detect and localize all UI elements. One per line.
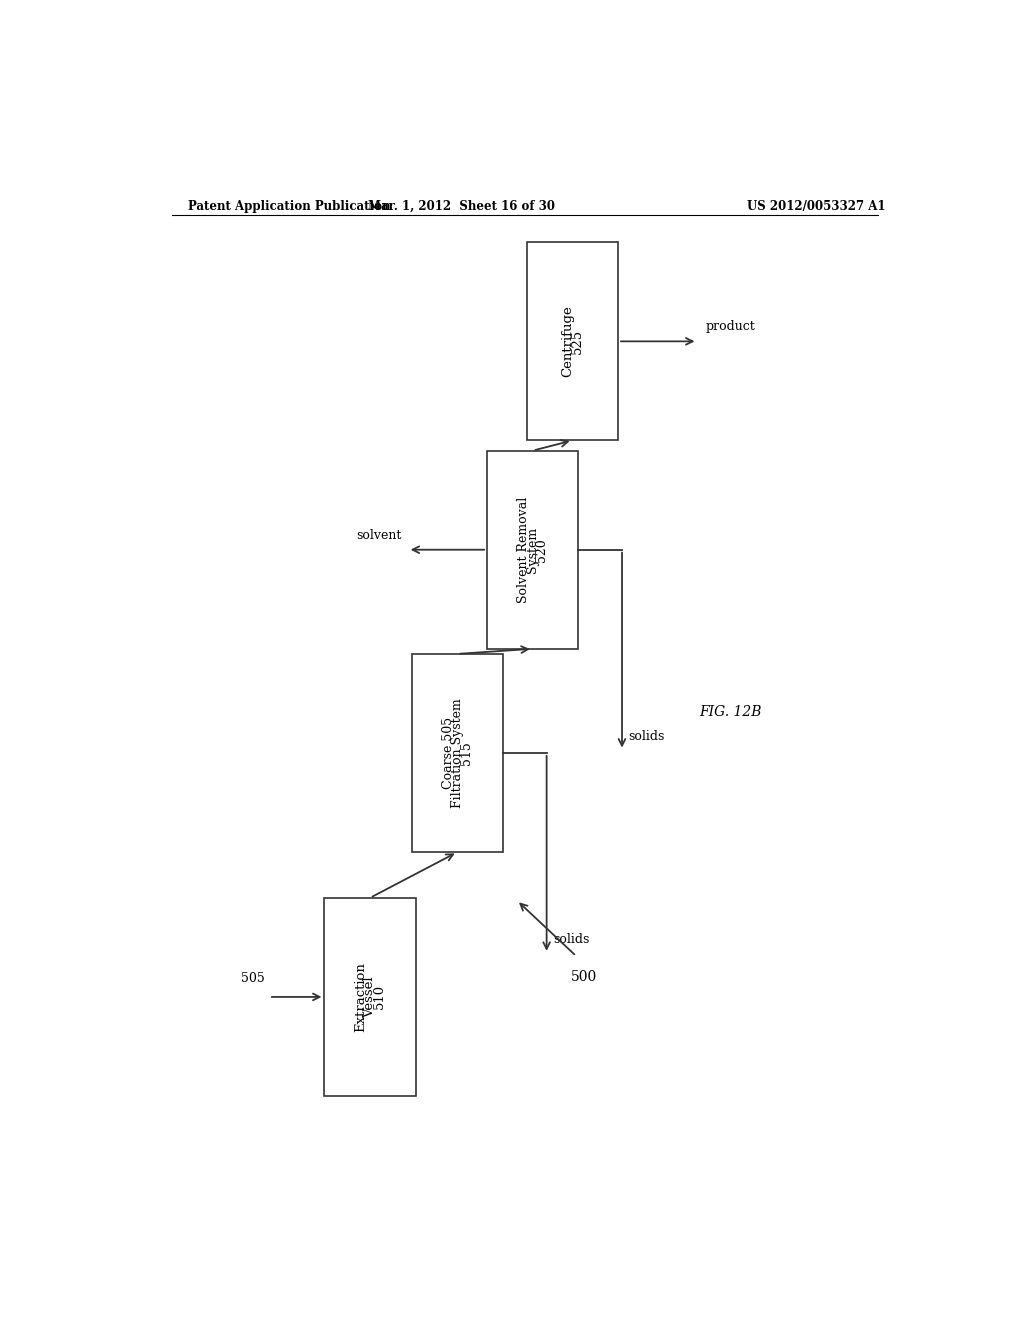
Text: Extraction: Extraction bbox=[354, 962, 367, 1032]
Text: Patent Application Publication: Patent Application Publication bbox=[187, 201, 390, 213]
Text: product: product bbox=[706, 321, 755, 333]
Text: 520: 520 bbox=[536, 537, 549, 561]
Text: 500: 500 bbox=[571, 970, 597, 983]
Text: Vessel: Vessel bbox=[364, 975, 377, 1018]
Text: System: System bbox=[526, 527, 540, 573]
Bar bbox=[412, 653, 503, 853]
Text: 525: 525 bbox=[570, 329, 584, 354]
Text: Coarse 505: Coarse 505 bbox=[441, 717, 455, 789]
Text: Centrifuge: Centrifuge bbox=[561, 305, 574, 378]
Text: solids: solids bbox=[553, 933, 590, 946]
Bar bbox=[487, 450, 579, 649]
Text: 505: 505 bbox=[241, 972, 265, 985]
Text: US 2012/0053327 A1: US 2012/0053327 A1 bbox=[748, 201, 886, 213]
Text: Solvent Removal: Solvent Removal bbox=[517, 496, 530, 603]
Bar bbox=[526, 243, 618, 441]
Text: 510: 510 bbox=[373, 985, 386, 1010]
Text: Filtration System: Filtration System bbox=[451, 698, 464, 808]
Bar bbox=[325, 898, 416, 1096]
Text: FIG. 12B: FIG. 12B bbox=[699, 705, 762, 719]
Text: 515: 515 bbox=[460, 741, 473, 764]
Text: Mar. 1, 2012  Sheet 16 of 30: Mar. 1, 2012 Sheet 16 of 30 bbox=[368, 201, 555, 213]
Text: solids: solids bbox=[629, 730, 665, 743]
Text: solvent: solvent bbox=[356, 528, 401, 541]
